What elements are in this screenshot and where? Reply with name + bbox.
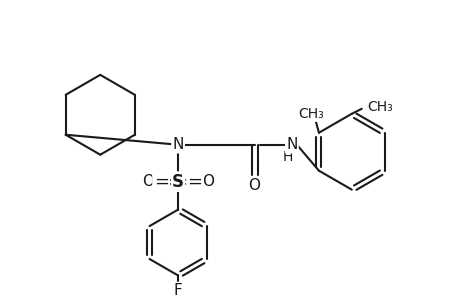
Text: =: = bbox=[153, 173, 168, 191]
Text: =: = bbox=[187, 173, 202, 191]
Text: O: O bbox=[202, 174, 213, 189]
Text: H: H bbox=[282, 150, 292, 164]
Text: F: F bbox=[174, 283, 182, 298]
Text: S: S bbox=[172, 173, 184, 191]
Text: O: O bbox=[142, 174, 154, 189]
Text: N: N bbox=[172, 137, 184, 152]
Text: O: O bbox=[247, 178, 259, 193]
Text: N: N bbox=[285, 137, 297, 152]
Text: CH₃: CH₃ bbox=[366, 100, 392, 114]
Text: CH₃: CH₃ bbox=[297, 107, 323, 121]
